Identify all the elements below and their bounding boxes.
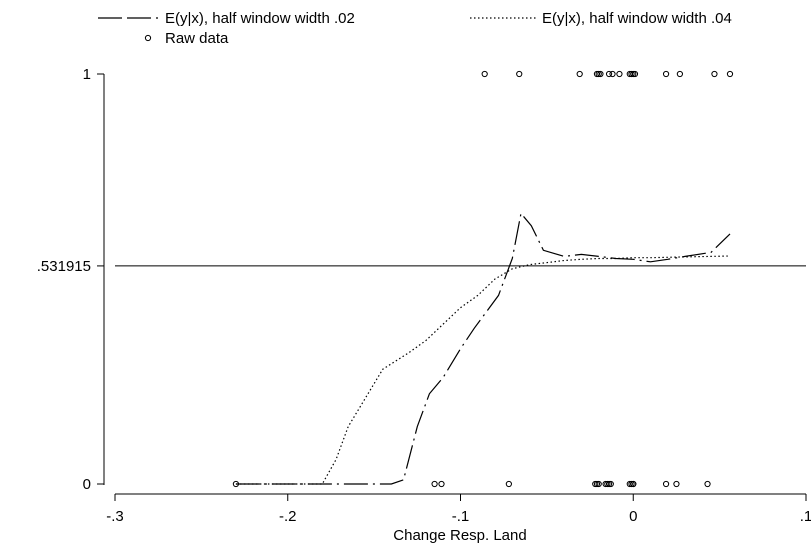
raw-data-point [626,480,633,488]
legend-swatch-circle [144,34,152,42]
x-ticks: -.3 -.2 -.1 0 .1 [106,494,811,525]
raw-data-point [593,70,601,78]
y-tick-label: 1 [83,66,91,83]
y-tick-label: .531915 [37,258,91,275]
raw-data-point [609,70,616,78]
x-tick-label: -.3 [106,508,124,525]
raw-data-point [576,70,583,78]
raw-data-point [431,480,438,488]
raw-data-point [604,480,611,488]
x-axis-title: Change Resp. Land [393,527,526,544]
raw-data-point [628,480,635,488]
legend-label-window-04: E(y|x), half window width .04 [542,10,732,27]
raw-data-point [505,480,512,488]
raw-data-point [662,480,670,488]
raw-data-point [630,480,637,488]
x-tick-label: -.2 [279,508,297,525]
raw-data-point [631,70,639,78]
x-tick-label: .1 [800,508,811,525]
raw-data-point [597,70,604,78]
y-ticks: 0 .531915 1 [37,66,104,493]
raw-data-point [662,70,670,78]
raw-data-point [630,70,637,78]
legend: E(y|x), half window width .02 E(y|x), ha… [98,10,732,47]
raw-data-point [607,480,614,488]
series-line-window-02 [235,212,731,485]
raw-data-point [595,480,602,488]
y-tick-label: 0 [83,476,91,493]
x-tick-label: 0 [629,508,637,525]
raw-data-point [605,70,613,78]
raw-data-points [232,70,734,488]
raw-data-point [481,70,488,78]
raw-data-point [676,70,683,78]
raw-data-point [516,70,523,78]
raw-data-point [628,70,635,78]
raw-data-point [592,480,599,488]
x-tick-label: -.1 [452,508,470,525]
raw-data-point [595,70,602,78]
legend-label-raw-data: Raw data [165,30,229,47]
series-line-window-04 [235,255,731,485]
raw-data-point [605,480,613,488]
raw-data-point [711,70,718,78]
raw-data-point [704,480,711,488]
raw-data-point [616,70,623,78]
raw-data-point [593,480,601,488]
raw-data-point [726,70,734,78]
legend-label-window-02: E(y|x), half window width .02 [165,10,355,27]
raw-data-point [438,480,445,488]
raw-data-point [232,480,240,488]
raw-data-point [673,480,680,488]
